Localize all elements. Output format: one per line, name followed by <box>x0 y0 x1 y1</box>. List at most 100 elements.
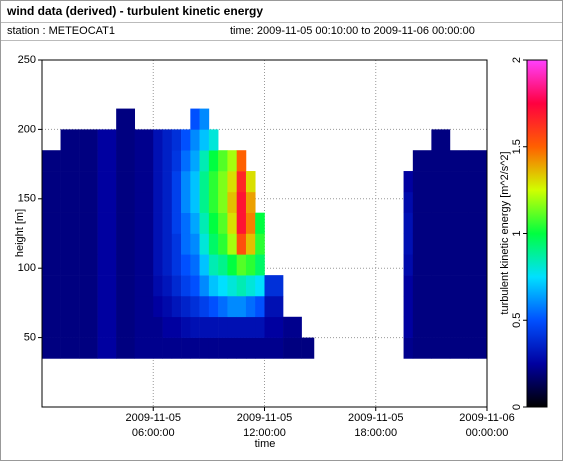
y-axis-label: height [m] <box>14 209 26 257</box>
heat-cell <box>171 171 182 193</box>
heat-cell <box>199 233 210 255</box>
heat-cell <box>431 171 451 193</box>
heat-cell <box>134 191 154 213</box>
colorbar-label: turbulent kinetic energy [m^2/s^2] <box>499 151 511 314</box>
y-tick-label: 100 <box>18 262 36 274</box>
heat-cell <box>218 254 228 276</box>
heat-cell <box>412 295 432 318</box>
heat-cell <box>79 171 98 193</box>
heat-cell <box>199 275 210 297</box>
heat-cell <box>218 233 228 255</box>
heat-cell <box>97 212 117 234</box>
heat-cell <box>153 150 163 172</box>
heat-cell <box>449 254 469 276</box>
heat-cell <box>171 295 182 318</box>
heat-cell <box>162 129 173 151</box>
heat-cell <box>60 150 80 172</box>
heat-cell <box>236 254 247 276</box>
heat-cell <box>227 316 237 338</box>
heat-cell <box>264 275 284 297</box>
heat-cell <box>116 337 136 359</box>
heat-cell <box>199 212 210 234</box>
x-tick-label: 12:00:00 <box>243 427 286 439</box>
heat-cell <box>116 150 136 172</box>
heat-cell <box>412 150 432 172</box>
heat-cell <box>208 150 219 172</box>
heat-cell <box>236 171 247 193</box>
heat-cell <box>227 254 237 276</box>
heat-cell <box>97 171 117 193</box>
colorbar-tick-label: 1 <box>511 230 523 236</box>
heat-cell <box>79 150 98 172</box>
heat-cell <box>236 212 247 234</box>
heat-cell <box>162 233 173 255</box>
heat-cell <box>153 254 163 276</box>
heat-cell <box>97 254 117 276</box>
heat-cell <box>255 254 265 276</box>
heat-cell <box>227 233 237 255</box>
heat-cell <box>79 129 98 151</box>
heat-cell <box>245 171 256 193</box>
heat-cell <box>236 337 247 359</box>
y-tick-label: 150 <box>18 193 36 205</box>
heat-cell <box>190 150 200 172</box>
heat-cell <box>227 212 237 234</box>
heat-cell <box>153 337 163 359</box>
heat-cell <box>60 129 80 151</box>
heat-cell <box>236 150 247 172</box>
heat-cell <box>162 275 173 297</box>
heat-cell <box>97 275 117 297</box>
heat-cell <box>199 295 210 318</box>
heat-cell <box>134 295 154 318</box>
heat-cell <box>42 337 61 359</box>
heat-cell <box>162 316 173 338</box>
heat-cell <box>97 316 117 338</box>
heat-cell <box>283 337 302 359</box>
heat-cell <box>60 295 80 318</box>
heat-cell <box>218 316 228 338</box>
heat-cell <box>412 191 432 213</box>
heat-cell <box>97 150 117 172</box>
heat-cell <box>431 337 451 359</box>
heat-cell <box>468 295 488 318</box>
heat-cell <box>264 295 284 318</box>
heat-cell <box>181 129 191 151</box>
heat-cell <box>79 316 98 338</box>
heat-cell <box>468 254 488 276</box>
heat-cell <box>116 254 136 276</box>
heat-cell <box>449 337 469 359</box>
heat-cell <box>236 191 247 213</box>
heat-cell <box>208 212 219 234</box>
heat-cell <box>190 191 200 213</box>
heat-cell <box>190 275 200 297</box>
heat-cell <box>42 316 61 338</box>
heat-cell <box>171 212 182 234</box>
heat-cell <box>245 212 256 234</box>
heat-cell <box>153 191 163 213</box>
heat-cell <box>116 129 136 151</box>
heat-cell <box>403 254 414 276</box>
heat-cell <box>181 337 191 359</box>
heat-cell <box>190 108 200 130</box>
heat-cell <box>227 150 237 172</box>
heat-cell <box>181 295 191 318</box>
heat-cell <box>431 233 451 255</box>
heat-cell <box>255 212 265 234</box>
heat-cell <box>245 254 256 276</box>
heat-cell <box>449 316 469 338</box>
heat-cell <box>171 191 182 213</box>
heat-cell <box>431 316 451 338</box>
heat-cell <box>60 254 80 276</box>
heat-cell <box>134 150 154 172</box>
station: station : METEOCAT1 <box>7 25 115 37</box>
heat-cell <box>116 295 136 318</box>
heat-cell <box>208 316 219 338</box>
heat-cell <box>208 337 219 359</box>
heat-cell <box>97 191 117 213</box>
heat-cell <box>468 171 488 193</box>
heat-cell <box>208 295 219 318</box>
heat-cell <box>181 212 191 234</box>
time-range: time: 2009-11-05 00:10:00 to 2009-11-06 … <box>230 25 475 37</box>
heat-cell <box>431 275 451 297</box>
